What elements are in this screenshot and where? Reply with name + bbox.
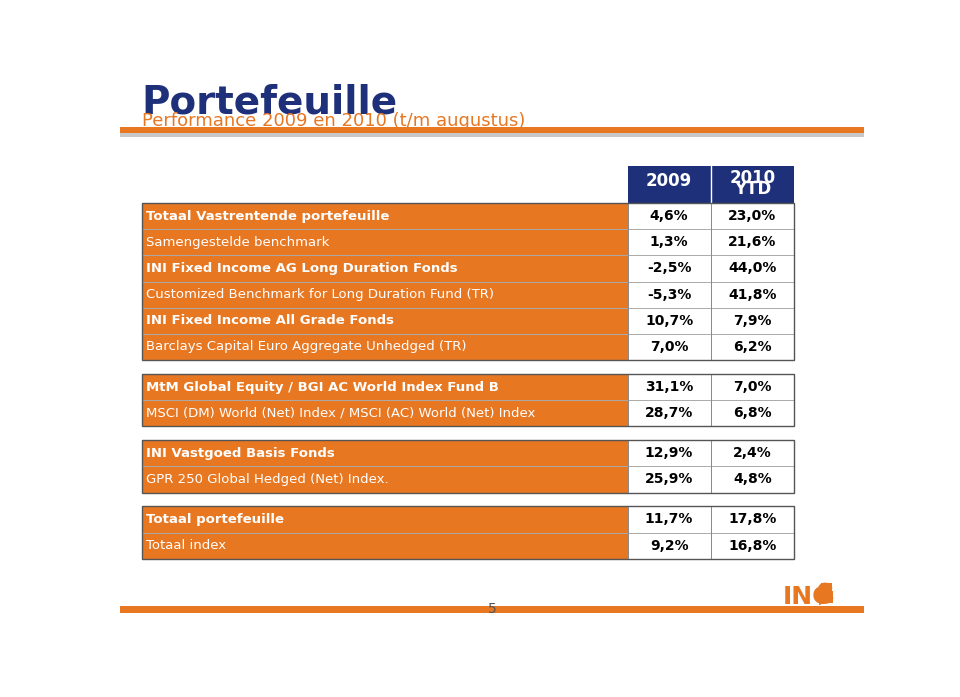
Text: 17,8%: 17,8% [729, 512, 777, 526]
Bar [142, 282, 628, 307]
Bar [628, 166, 710, 203]
Text: 9,2%: 9,2% [650, 539, 688, 553]
Bar [120, 606, 864, 613]
Text: ▶: ▶ [819, 588, 834, 606]
Text: 28,7%: 28,7% [645, 406, 693, 420]
Bar [142, 533, 628, 559]
Text: 11,7%: 11,7% [645, 512, 693, 526]
Bar [710, 533, 794, 559]
Text: Totaal index: Totaal index [146, 539, 227, 552]
Bar [628, 440, 710, 466]
Bar [142, 255, 628, 282]
Bar [710, 334, 794, 360]
Bar [710, 255, 794, 282]
Text: 2010: 2010 [730, 169, 776, 187]
Text: YTD: YTD [733, 180, 771, 198]
Text: 41,8%: 41,8% [728, 288, 777, 302]
Text: Samengestelde benchmark: Samengestelde benchmark [146, 236, 329, 249]
Bar [120, 133, 864, 137]
Bar [142, 440, 628, 466]
Bar [818, 591, 833, 604]
Text: MtM Global Equity / BGI AC World Index Fund B: MtM Global Equity / BGI AC World Index F… [146, 381, 499, 394]
Text: GPR 250 Global Hedged (Net) Index.: GPR 250 Global Hedged (Net) Index. [146, 473, 389, 486]
Bar [628, 203, 710, 229]
Bar [142, 334, 628, 360]
Text: 5: 5 [488, 602, 496, 615]
Bar [628, 533, 710, 559]
Bar [710, 506, 794, 533]
Bar [710, 466, 794, 493]
Bar [628, 229, 710, 255]
Text: 7,9%: 7,9% [733, 314, 772, 328]
Bar [628, 466, 710, 493]
Bar [142, 374, 794, 427]
Bar [822, 583, 832, 592]
Text: 1,3%: 1,3% [650, 236, 688, 250]
Text: 6,2%: 6,2% [733, 340, 772, 354]
Text: INI Fixed Income All Grade Fonds: INI Fixed Income All Grade Fonds [146, 314, 395, 328]
Bar [628, 255, 710, 282]
Text: 4,6%: 4,6% [650, 209, 688, 223]
Bar [142, 400, 628, 427]
Text: 25,9%: 25,9% [645, 473, 693, 487]
Text: 16,8%: 16,8% [729, 539, 777, 553]
Ellipse shape [818, 583, 832, 593]
Bar [142, 203, 628, 229]
Bar [628, 400, 710, 427]
Bar [710, 400, 794, 427]
Text: 4,8%: 4,8% [733, 473, 772, 487]
Text: 7,0%: 7,0% [650, 340, 688, 354]
Text: INI Vastgoed Basis Fonds: INI Vastgoed Basis Fonds [146, 447, 335, 460]
Text: 10,7%: 10,7% [645, 314, 693, 328]
Bar [628, 374, 710, 400]
Text: 31,1%: 31,1% [645, 380, 693, 394]
Bar [710, 229, 794, 255]
Bar [142, 506, 628, 533]
Text: 12,9%: 12,9% [645, 446, 693, 460]
Bar [142, 440, 794, 493]
Text: Barclays Capital Euro Aggregate Unhedged (TR): Barclays Capital Euro Aggregate Unhedged… [146, 340, 467, 353]
Text: Totaal portefeuille: Totaal portefeuille [146, 513, 284, 526]
Bar [142, 466, 628, 493]
Bar [628, 334, 710, 360]
Text: Totaal Vastrentende portefeuille: Totaal Vastrentende portefeuille [146, 210, 390, 222]
Text: MSCI (DM) World (Net) Index / MSCI (AC) World (Net) Index: MSCI (DM) World (Net) Index / MSCI (AC) … [146, 407, 536, 420]
Text: INI Fixed Income AG Long Duration Fonds: INI Fixed Income AG Long Duration Fonds [146, 262, 458, 275]
Bar [142, 229, 628, 255]
Text: Customized Benchmark for Long Duration Fund (TR): Customized Benchmark for Long Duration F… [146, 288, 494, 301]
Text: 2,4%: 2,4% [733, 446, 772, 460]
Bar [710, 440, 794, 466]
Bar [142, 203, 794, 360]
Bar [628, 282, 710, 307]
Bar [710, 166, 794, 203]
Text: 44,0%: 44,0% [729, 261, 777, 275]
Bar [710, 203, 794, 229]
Text: -2,5%: -2,5% [647, 261, 691, 275]
Bar [710, 374, 794, 400]
Bar [142, 374, 628, 400]
Bar [142, 307, 628, 334]
Text: 6,8%: 6,8% [733, 406, 772, 420]
Text: ING: ING [782, 585, 833, 609]
Text: 2009: 2009 [646, 171, 692, 190]
Text: Performance 2009 en 2010 (t/m augustus): Performance 2009 en 2010 (t/m augustus) [142, 112, 525, 130]
Bar [710, 282, 794, 307]
Bar [710, 307, 794, 334]
Bar [628, 506, 710, 533]
Bar [142, 506, 794, 559]
Text: 23,0%: 23,0% [729, 209, 777, 223]
Text: Portefeuille: Portefeuille [142, 84, 397, 122]
Text: 21,6%: 21,6% [729, 236, 777, 250]
Bar [628, 307, 710, 334]
Text: 7,0%: 7,0% [733, 380, 772, 394]
Text: -5,3%: -5,3% [647, 288, 691, 302]
Bar [120, 127, 864, 133]
